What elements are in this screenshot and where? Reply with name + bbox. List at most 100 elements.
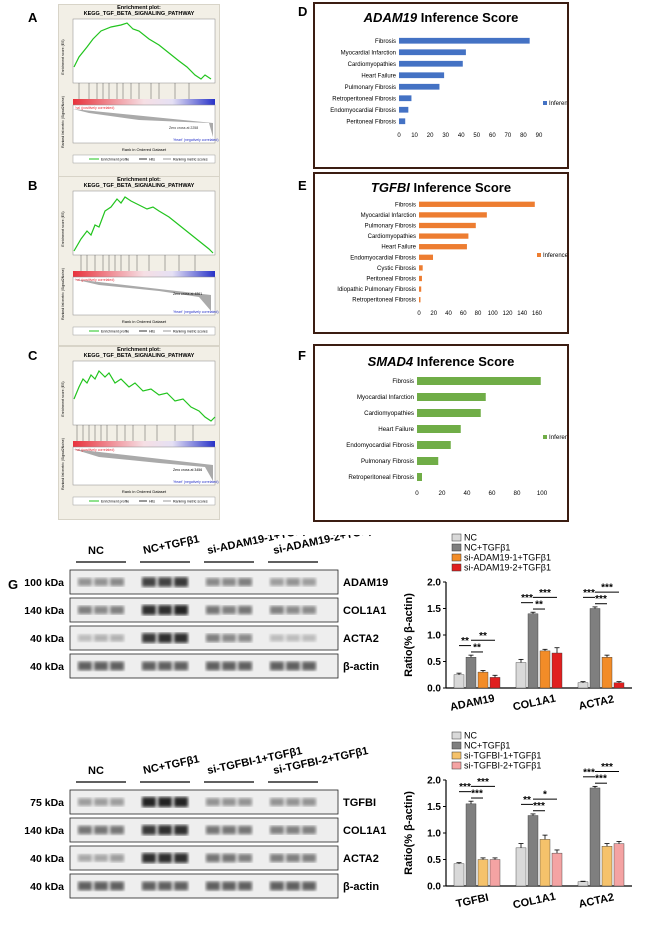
- group-label: NC+TGFβ1: [142, 753, 200, 777]
- pos-label: 'na' (positively correlated): [75, 278, 114, 282]
- category-label: Heart Failure: [381, 245, 416, 251]
- blot-band: [174, 797, 188, 807]
- category-label: COL1A1: [512, 693, 557, 714]
- legend-hits: Hits: [149, 330, 155, 334]
- blot-band: [142, 633, 156, 643]
- y-top-label: Enrichment score (ES): [61, 381, 65, 416]
- hits-bars: [78, 83, 190, 99]
- blot-band: [94, 798, 108, 806]
- inference-panel-e: TGFBI Inference Score Fibrosis Myocardial…: [313, 172, 586, 334]
- panel-letter-g: G: [8, 577, 19, 592]
- blot-band: [286, 881, 300, 891]
- tick-label: 60: [489, 133, 496, 139]
- blot-band: [110, 578, 124, 586]
- bar: [551, 852, 563, 887]
- category-label: Retroperitoneal Fibrosis: [332, 96, 396, 102]
- y-tick-label: 0.0: [427, 882, 441, 893]
- legend-swatch: [451, 543, 462, 552]
- sig-label: **: [473, 642, 481, 653]
- category-label: Endomyocardial Fibrosis: [346, 442, 414, 449]
- blot-band: [238, 853, 252, 863]
- legend-label: si-TGFBI-2+TGFβ1: [464, 761, 541, 771]
- pos-label: 'na' (positively correlated): [75, 448, 114, 452]
- tick-label: 20: [439, 490, 446, 497]
- protein-label: TGFBI: [343, 797, 376, 809]
- legend-hits: Hits: [149, 158, 155, 162]
- x-label: Rank in Ordered Dataset: [122, 319, 167, 324]
- tick-label: 120: [502, 311, 513, 317]
- bar: [489, 859, 501, 887]
- blot-band: [286, 853, 300, 863]
- protein-label: ADAM19: [343, 577, 388, 589]
- bar: [589, 787, 601, 887]
- blot-band: [270, 798, 284, 806]
- sig-label: ***: [595, 774, 607, 785]
- tick-label: 70: [505, 133, 512, 139]
- category-label: Myocardial Infarction: [361, 213, 416, 219]
- blot-band: [94, 661, 108, 671]
- inference-panel-d: ADAM19 Inference Score Fibrosis Myocardia…: [313, 2, 592, 169]
- bar: [577, 682, 589, 689]
- blot-band: [142, 853, 156, 863]
- bar: [489, 677, 501, 689]
- protein-label: COL1A1: [343, 825, 386, 837]
- bar: [539, 839, 551, 887]
- blot-band: [94, 825, 108, 835]
- inference-bar: [399, 49, 466, 56]
- y-bottom-label: Ranked list metric (Signal2Noise): [61, 438, 65, 490]
- blot-band: [174, 853, 188, 863]
- kda-label: 40 kDa: [30, 881, 64, 893]
- bar: [589, 608, 601, 689]
- category-label: Pulmonary Fibrosis: [361, 458, 414, 465]
- blot-band: [238, 634, 252, 642]
- inference-bar: [399, 106, 409, 113]
- legend-profile: Enrichment profile: [101, 158, 129, 162]
- inference-bar: [417, 425, 461, 433]
- bar: [465, 657, 477, 689]
- bar: [539, 650, 551, 689]
- inference-title-f: SMAD4 Inference Score: [367, 354, 515, 369]
- blot-band: [94, 854, 108, 862]
- legend-swatch: [451, 563, 462, 572]
- bar: [601, 657, 613, 689]
- legend-hits: Hits: [149, 500, 155, 504]
- y-bottom-label: Ranked list metric (Signal2Noise): [61, 96, 65, 148]
- legend-swatch: [451, 553, 462, 562]
- legend-swatch: [451, 751, 462, 760]
- gsea-svg-b: 'na' (positively correlated) Zero cross …: [61, 190, 219, 336]
- blot-band: [110, 634, 124, 642]
- ranked-metric-area: [72, 104, 216, 144]
- tick-label: 80: [475, 311, 482, 317]
- gsea-svg-c: 'na' (positively correlated) Zero cross …: [61, 360, 219, 506]
- bar: [453, 674, 465, 689]
- legend-label: NC: [464, 731, 477, 741]
- category-label: COL1A1: [512, 891, 557, 912]
- x-label: Rank in Ordered Dataset: [122, 489, 167, 494]
- blot-band: [206, 825, 220, 835]
- blot-band: [302, 661, 316, 671]
- enrichment-curve: [73, 196, 214, 254]
- sig-label: ***: [595, 594, 607, 605]
- tick-label: 140: [517, 311, 528, 317]
- blot-band: [158, 577, 172, 587]
- category-label: TGFBI: [455, 892, 490, 911]
- blot-band: [238, 825, 252, 835]
- gsea-plot-a: Enrichment plot: KEGG_TGF_BETA_SIGNALING…: [58, 4, 220, 178]
- protein-label: β-actin: [343, 881, 379, 893]
- western-blots: NC NC+TGFβ1 si-ADAM19-1+TGFβ1si-ADAM19-2+T…: [24, 535, 388, 899]
- blot-band: [78, 881, 92, 891]
- legend-label: NC+TGFβ1: [464, 741, 510, 751]
- blot-band: [286, 606, 300, 614]
- y-tick-label: 1.0: [427, 829, 441, 840]
- enrichment-curve: [73, 369, 216, 422]
- blot-band: [78, 661, 92, 671]
- protein-label: ACTA2: [343, 633, 379, 645]
- category-label: Heart Failure: [361, 73, 396, 79]
- zero-cross-label: Zero cross at 2258: [169, 126, 198, 130]
- blot-band: [286, 634, 300, 642]
- blot-band: [270, 661, 284, 671]
- inference-bar: [419, 297, 421, 303]
- gsea-title: Enrichment plot:: [117, 177, 161, 183]
- inference-title-e: TGFBI Inference Score: [370, 180, 512, 195]
- tick-label: 30: [442, 133, 449, 139]
